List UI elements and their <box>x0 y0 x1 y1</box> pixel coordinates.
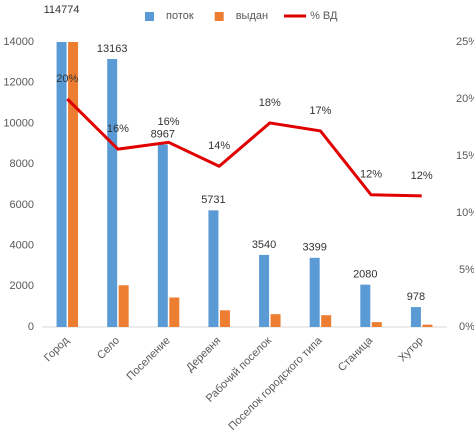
bar <box>208 210 219 327</box>
bar <box>270 314 281 327</box>
y-tick-label: 10000 <box>3 117 34 129</box>
x-tick-label: Хутор <box>396 335 426 365</box>
y-tick-label: 0 <box>28 321 34 333</box>
bar <box>259 254 270 327</box>
bar <box>68 42 79 327</box>
data-label: 12% <box>411 170 433 182</box>
y2-tick-label: 20% <box>456 93 474 105</box>
x-tick-label: Поселение <box>125 335 173 383</box>
data-label: 5731 <box>201 194 225 206</box>
bar <box>107 59 118 327</box>
bar <box>410 307 421 327</box>
data-label: 18% <box>259 97 281 109</box>
bar <box>422 324 433 327</box>
y2-tick-label: 15% <box>456 150 474 162</box>
y-tick-label: 4000 <box>10 239 34 251</box>
data-label: 12% <box>360 169 382 181</box>
legend-swatch <box>214 12 224 21</box>
data-label: 114774 <box>44 4 80 16</box>
y-tick-label: 6000 <box>10 199 34 211</box>
bar <box>169 297 180 327</box>
line <box>66 97 422 198</box>
data-label: 3540 <box>252 239 276 251</box>
x-tick-label: Поселок городского типа <box>226 334 325 433</box>
legend-label: % ВД <box>310 10 338 22</box>
legend: поток выдан % ВД <box>145 10 338 22</box>
legend-label: выдан <box>236 10 268 22</box>
bar <box>360 284 371 327</box>
bar <box>118 285 129 327</box>
y-tick-label: 12000 <box>3 77 34 89</box>
data-label: 16% <box>107 123 129 135</box>
y-tick-label: 2000 <box>10 280 34 292</box>
data-label: 978 <box>407 291 425 303</box>
bar <box>157 144 168 327</box>
legend-swatch <box>145 12 154 21</box>
data-label: 8967 <box>151 128 175 140</box>
x-tick-label: Село <box>95 335 122 362</box>
data-label: 20% <box>56 73 78 85</box>
data-label: 14% <box>208 140 230 152</box>
y-tick-label: 8000 <box>10 158 34 170</box>
data-label: 16% <box>158 116 180 128</box>
y2-tick-label: 25% <box>456 36 474 48</box>
bar <box>56 42 67 327</box>
x-tick-label: Город <box>42 334 72 364</box>
data-label: 13163 <box>97 43 128 55</box>
y2-tick-label: 0% <box>459 321 474 333</box>
x-tick-label: Станица <box>336 334 376 374</box>
bar <box>219 310 230 327</box>
bar <box>371 322 382 327</box>
y2-tick-label: 5% <box>459 264 474 276</box>
y-tick-label: 14000 <box>3 36 34 48</box>
data-label: 3399 <box>302 242 326 254</box>
x-tick-label: Деревня <box>184 335 223 374</box>
data-label: 17% <box>309 105 331 117</box>
legend-label: поток <box>166 10 194 22</box>
y2-tick-label: 10% <box>456 207 474 219</box>
bar <box>321 315 332 327</box>
bar <box>309 257 320 327</box>
data-label: 2080 <box>353 269 377 281</box>
